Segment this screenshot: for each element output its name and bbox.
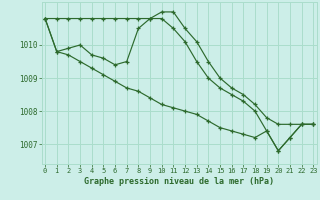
X-axis label: Graphe pression niveau de la mer (hPa): Graphe pression niveau de la mer (hPa) — [84, 177, 274, 186]
